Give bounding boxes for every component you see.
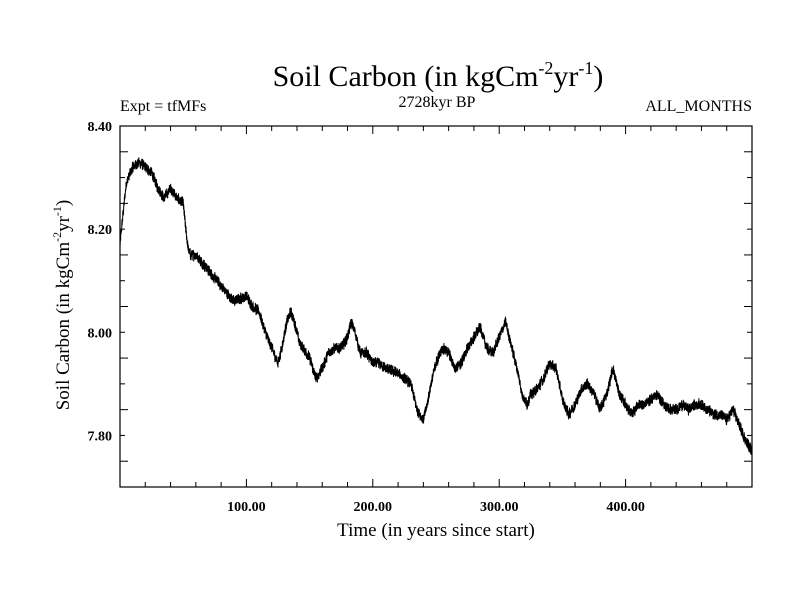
y-tick-label: 8.40	[88, 120, 113, 135]
subtitle-period: 2728kyr BP	[399, 94, 476, 111]
x-axis-label: Time (in years since start)	[337, 520, 535, 541]
x-tick-label: 100.00	[227, 500, 266, 515]
tick-marks	[120, 126, 752, 487]
y-axis-label: Soil Carbon (in kgCm-2yr-1)	[50, 200, 74, 411]
x-tick-label: 200.00	[354, 500, 393, 515]
x-tick-label: 300.00	[480, 500, 519, 515]
y-tick-label: 8.00	[88, 326, 113, 341]
chart-title: Soil Carbon (in kgCm-2yr-1)	[273, 58, 604, 93]
plot-frame	[119, 125, 753, 488]
tick-labels: 100.00 200.00 300.00 400.00 7.80 8.00 8.20 8.40	[88, 120, 645, 515]
x-tick-label: 400.00	[606, 500, 645, 515]
subtitle-months: ALL_MONTHS	[645, 98, 752, 115]
y-tick-label: 8.20	[88, 223, 113, 238]
series-line-soil-carbon	[119, 157, 753, 456]
y-tick-label: 7.80	[88, 429, 113, 444]
subtitle-experiment: Expt = tfMFs	[120, 98, 206, 115]
